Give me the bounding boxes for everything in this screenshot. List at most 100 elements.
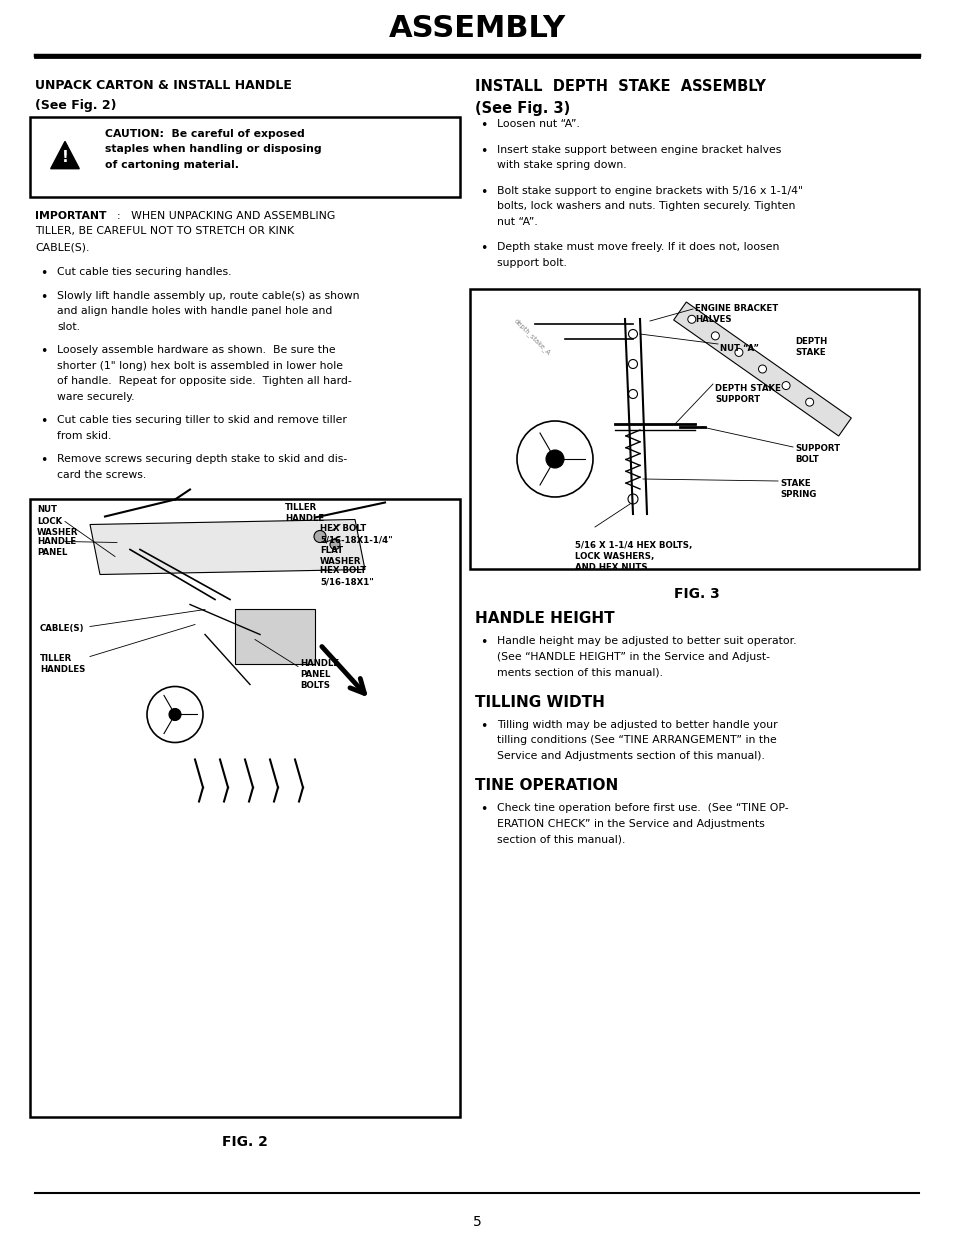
Text: HANDLE
PANEL: HANDLE PANEL — [37, 537, 76, 557]
Text: staples when handling or disposing: staples when handling or disposing — [105, 144, 321, 154]
Bar — [30, 117, 459, 198]
Text: 5/16 X 1-1/4 HEX BOLTS,
LOCK WASHERS,
AND HEX NUTS: 5/16 X 1-1/4 HEX BOLTS, LOCK WASHERS, AN… — [575, 541, 692, 572]
Text: tilling conditions (See “TINE ARRANGEMENT” in the: tilling conditions (See “TINE ARRANGEMEN… — [497, 735, 776, 745]
Circle shape — [147, 687, 203, 742]
Text: IMPORTANT: IMPORTANT — [35, 211, 107, 221]
Text: HANDLE
PANEL
BOLTS: HANDLE PANEL BOLTS — [299, 659, 338, 690]
Text: STAKE
SPRING: STAKE SPRING — [780, 479, 816, 499]
Text: •: • — [40, 454, 48, 468]
Text: DEPTH STAKE
SUPPORT: DEPTH STAKE SUPPORT — [714, 384, 781, 404]
Circle shape — [758, 366, 765, 373]
Text: Loosen nut “A”.: Loosen nut “A”. — [497, 119, 579, 128]
Text: TILLER
HANDLES: TILLER HANDLES — [40, 655, 85, 674]
Circle shape — [545, 450, 563, 468]
Text: NUT: NUT — [37, 505, 57, 515]
Text: TINE OPERATION: TINE OPERATION — [475, 778, 618, 793]
Circle shape — [711, 332, 719, 340]
Polygon shape — [673, 303, 850, 436]
Text: ware securely.: ware securely. — [57, 391, 134, 403]
Text: NUT “A”: NUT “A” — [720, 345, 759, 353]
Text: Tilling width may be adjusted to better handle your: Tilling width may be adjusted to better … — [497, 720, 777, 730]
Text: HANDLE HEIGHT: HANDLE HEIGHT — [475, 611, 614, 626]
Text: Insert stake support between engine bracket halves: Insert stake support between engine brac… — [497, 144, 781, 154]
Text: :   WHEN UNPACKING AND ASSEMBLING: : WHEN UNPACKING AND ASSEMBLING — [117, 211, 335, 221]
Circle shape — [781, 382, 789, 389]
Text: Service and Adjustments section of this manual).: Service and Adjustments section of this … — [497, 751, 764, 761]
Bar — [30, 499, 459, 1116]
Text: •: • — [479, 720, 487, 732]
Text: FLAT
WASHER: FLAT WASHER — [319, 547, 361, 567]
Text: Bolt stake support to engine brackets with 5/16 x 1-1/4": Bolt stake support to engine brackets wi… — [497, 185, 802, 195]
Text: CABLE(S).: CABLE(S). — [35, 242, 90, 252]
Text: •: • — [40, 268, 48, 280]
Text: FIG. 3: FIG. 3 — [674, 587, 720, 601]
Text: section of this manual).: section of this manual). — [497, 834, 625, 844]
Text: support bolt.: support bolt. — [497, 258, 566, 268]
Text: UNPACK CARTON & INSTALL HANDLE: UNPACK CARTON & INSTALL HANDLE — [35, 79, 292, 91]
Text: bolts, lock washers and nuts. Tighten securely. Tighten: bolts, lock washers and nuts. Tighten se… — [497, 201, 795, 211]
Text: 5: 5 — [472, 1215, 481, 1229]
Text: •: • — [479, 636, 487, 650]
Text: Cut cable ties securing handles.: Cut cable ties securing handles. — [57, 268, 232, 278]
Text: LOCK
WASHER: LOCK WASHER — [37, 517, 78, 537]
Text: SUPPORT
BOLT: SUPPORT BOLT — [794, 445, 840, 464]
Text: ments section of this manual).: ments section of this manual). — [497, 667, 662, 677]
Polygon shape — [51, 141, 79, 169]
Text: HEX BOLT
5/16-18X1-1/4": HEX BOLT 5/16-18X1-1/4" — [319, 525, 393, 545]
Circle shape — [627, 494, 638, 504]
Bar — [470, 289, 918, 569]
Circle shape — [314, 531, 326, 542]
Text: from skid.: from skid. — [57, 431, 112, 441]
Text: depth_stake_A: depth_stake_A — [513, 317, 552, 356]
Text: (See Fig. 3): (See Fig. 3) — [475, 101, 570, 116]
Polygon shape — [90, 520, 365, 574]
Text: FIG. 2: FIG. 2 — [222, 1135, 268, 1149]
Text: Handle height may be adjusted to better suit operator.: Handle height may be adjusted to better … — [497, 636, 796, 646]
Circle shape — [330, 540, 339, 550]
Text: DEPTH
STAKE: DEPTH STAKE — [794, 337, 826, 357]
Text: nut “A”.: nut “A”. — [497, 216, 537, 226]
Text: ENGINE BRACKET
HALVES: ENGINE BRACKET HALVES — [695, 304, 778, 324]
Text: INSTALL  DEPTH  STAKE  ASSEMBLY: INSTALL DEPTH STAKE ASSEMBLY — [475, 79, 765, 94]
Text: •: • — [479, 185, 487, 199]
Text: with stake spring down.: with stake spring down. — [497, 161, 626, 170]
Bar — [234, 610, 314, 664]
Text: •: • — [40, 415, 48, 429]
Circle shape — [628, 389, 637, 399]
Circle shape — [169, 709, 181, 720]
Text: Slowly lift handle assembly up, route cable(s) as shown: Slowly lift handle assembly up, route ca… — [57, 291, 359, 301]
Text: Depth stake must move freely. If it does not, loosen: Depth stake must move freely. If it does… — [497, 242, 779, 252]
Circle shape — [687, 315, 695, 324]
Text: •: • — [40, 291, 48, 304]
Text: •: • — [479, 803, 487, 816]
Text: !: ! — [62, 151, 69, 165]
Text: ERATION CHECK” in the Service and Adjustments: ERATION CHECK” in the Service and Adjust… — [497, 819, 764, 829]
Text: Loosely assemble hardware as shown.  Be sure the: Loosely assemble hardware as shown. Be s… — [57, 346, 335, 356]
Circle shape — [734, 348, 742, 357]
Text: card the screws.: card the screws. — [57, 471, 146, 480]
Text: of handle.  Repeat for opposite side.  Tighten all hard-: of handle. Repeat for opposite side. Tig… — [57, 377, 352, 387]
Text: ASSEMBLY: ASSEMBLY — [388, 14, 565, 42]
Text: Check tine operation before first use.  (See “TINE OP-: Check tine operation before first use. (… — [497, 803, 788, 813]
Text: CAUTION:  Be careful of exposed: CAUTION: Be careful of exposed — [105, 128, 304, 140]
Text: •: • — [479, 144, 487, 158]
Text: TILLER, BE CAREFUL NOT TO STRETCH OR KINK: TILLER, BE CAREFUL NOT TO STRETCH OR KIN… — [35, 226, 294, 236]
Text: HEX BOLT
5/16-18X1": HEX BOLT 5/16-18X1" — [319, 567, 374, 587]
Text: and align handle holes with handle panel hole and: and align handle holes with handle panel… — [57, 306, 332, 316]
Circle shape — [804, 398, 813, 406]
Text: Cut cable ties securing tiller to skid and remove tiller: Cut cable ties securing tiller to skid a… — [57, 415, 347, 426]
Circle shape — [628, 359, 637, 368]
Text: CABLE(S): CABLE(S) — [40, 625, 85, 634]
Text: of cartoning material.: of cartoning material. — [105, 161, 239, 170]
Circle shape — [628, 330, 637, 338]
Text: •: • — [40, 346, 48, 358]
Text: TILLING WIDTH: TILLING WIDTH — [475, 694, 604, 709]
Text: (See Fig. 2): (See Fig. 2) — [35, 99, 116, 112]
Text: (See “HANDLE HEIGHT” in the Service and Adjust-: (See “HANDLE HEIGHT” in the Service and … — [497, 652, 769, 662]
Text: TILLER
HANDLE: TILLER HANDLE — [285, 504, 324, 524]
Text: slot.: slot. — [57, 322, 80, 332]
Text: shorter (1" long) hex bolt is assembled in lower hole: shorter (1" long) hex bolt is assembled … — [57, 361, 343, 370]
Circle shape — [517, 421, 593, 496]
Text: •: • — [479, 242, 487, 254]
Text: •: • — [479, 119, 487, 132]
